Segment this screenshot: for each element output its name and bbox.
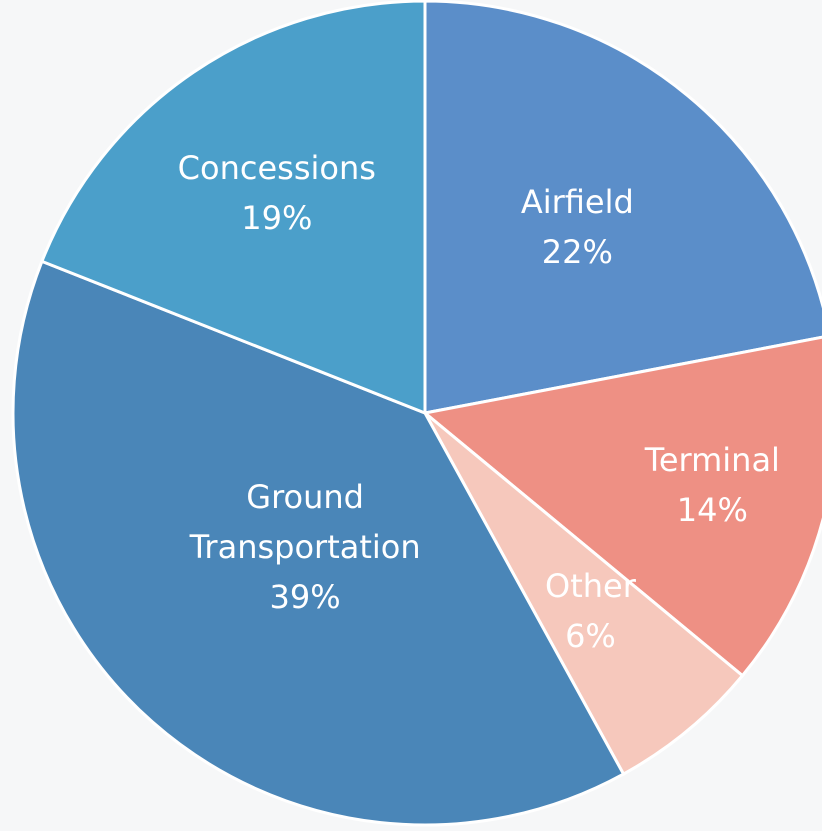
pie-slice-terminal	[421, 335, 822, 678]
pie-slice-airfield	[423, 0, 822, 415]
slice-category-label: Other	[545, 567, 637, 605]
slice-value-label: 6%	[565, 617, 616, 655]
slice-value-label: 14%	[677, 491, 748, 529]
slice-value-label: 22%	[542, 233, 613, 271]
slice-value-label: 39%	[270, 578, 341, 616]
data-label-terminal: Terminal 14%	[644, 441, 780, 529]
data-label-airfield: Airfield 22%	[521, 183, 634, 271]
data-label-ground-transportation: Ground Transportation 39%	[189, 478, 421, 616]
pie-slice-concessions	[39, 0, 427, 416]
slices-layer	[11, 0, 822, 827]
data-label-other: Other 6%	[545, 567, 637, 655]
slice-value-label: 19%	[241, 199, 312, 237]
slice-category-label: Ground	[246, 478, 364, 516]
slice-category-label: Airfield	[521, 183, 634, 221]
slice-category-label: Terminal	[644, 441, 780, 479]
slice-category-label: Transportation	[189, 528, 421, 566]
labels-layer: Airfield 22% Terminal 14% Other 6% Ground Trans…	[178, 149, 780, 655]
pie-slice-ground-transportation	[11, 259, 626, 827]
pie-slice-other	[423, 411, 745, 777]
data-label-concessions: Concessions 19%	[178, 149, 376, 237]
slice-category-label: Concessions	[178, 149, 376, 187]
